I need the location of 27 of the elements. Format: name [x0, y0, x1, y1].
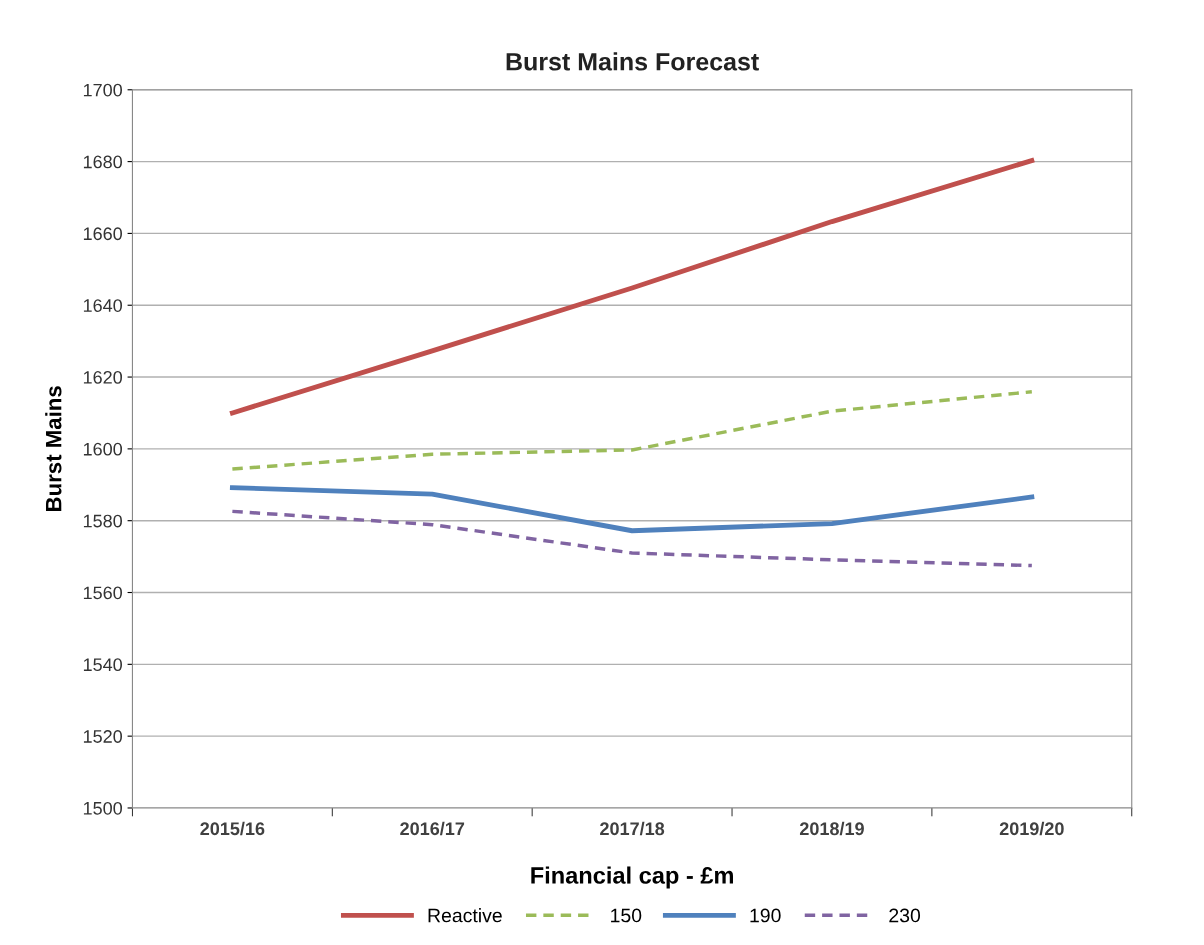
legend-label: 230: [889, 908, 921, 923]
line-series: [230, 390, 1034, 471]
y-tick-label: 1560: [83, 586, 123, 600]
y-tick-label: 1500: [83, 801, 123, 815]
y-tick-label: 1620: [83, 370, 123, 384]
y-tick-label: 1640: [83, 299, 123, 312]
y-tick-label: 1540: [83, 658, 123, 672]
line-series: [229, 485, 1035, 534]
y-axis-title: Burst Mains: [45, 386, 62, 511]
y-tick-label: 1580: [83, 514, 123, 528]
y-tick-label: 1660: [83, 227, 123, 241]
x-tick-label: 2015/16: [200, 821, 265, 836]
y-tick-label: 1700: [83, 83, 123, 97]
x-tick-label: 2016/17: [400, 821, 465, 836]
legend-label: Reactive: [428, 908, 502, 923]
chart-title: Burst Mains Forecast: [506, 52, 759, 71]
y-tick-label: 1680: [83, 155, 123, 169]
legend-label: 190: [750, 908, 781, 923]
legend-label: 150: [611, 908, 642, 923]
y-tick-label: 1600: [83, 442, 123, 456]
line-series: [230, 509, 1034, 568]
x-axis-title: Financial cap - £m: [531, 866, 733, 889]
x-tick-label: 2017/18: [600, 821, 665, 836]
y-tick-label: 1520: [83, 730, 123, 743]
x-tick-label: 2019/20: [999, 821, 1064, 836]
line-series: [229, 158, 1035, 416]
x-tick-label: 2018/19: [799, 821, 864, 836]
